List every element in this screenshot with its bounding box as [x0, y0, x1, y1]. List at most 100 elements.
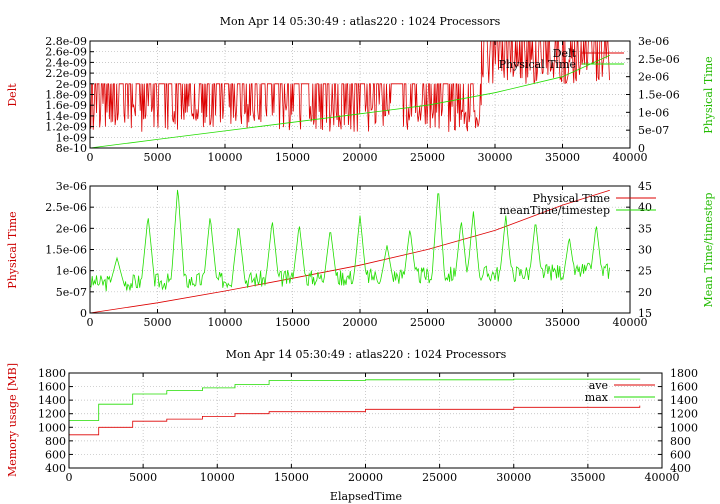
y2-tick-label: 40: [638, 201, 652, 214]
y-tick-label: 1800: [38, 367, 66, 380]
y2-tick-label: 35: [638, 222, 652, 235]
y-tick-label: 5e-07: [56, 286, 87, 299]
chart-1-ylabel: Delt: [6, 83, 19, 107]
series-1: [68, 378, 641, 421]
y2-tick-label: 3e-06: [638, 35, 669, 48]
y-tick-label: 2.5e-06: [45, 201, 87, 214]
series-line-1: [89, 54, 610, 149]
y-tick-label: 2e-09: [56, 78, 87, 91]
x-tick-label: 15000: [274, 471, 309, 484]
x-tick-label: 5000: [144, 151, 172, 164]
y2-tick-label: 2.5e-06: [638, 53, 680, 66]
chart-delt: Mon Apr 14 05:30:49 : atlas220 : 1024 Pr…: [6, 15, 715, 164]
y-tick-label: 1.6e-09: [45, 99, 87, 112]
chart-3-ticks: 0 5000 10000 15000 20000 25000 30000 35000 40000…: [38, 367, 698, 484]
y2-tick-label: 20: [638, 286, 652, 299]
y2-tick-label: 1600: [670, 381, 698, 394]
y-tick-label: 2.8e-09: [45, 35, 87, 48]
y-tick-label: 1.8e-09: [45, 89, 87, 102]
y-tick-label: 1e-06: [56, 265, 87, 278]
y2-tick-label: 1e-06: [638, 106, 669, 119]
y2-tick-label: 15: [638, 307, 652, 320]
series-line-1: [69, 378, 641, 421]
chart-3-ylabel: Memory usage [MB]: [6, 363, 19, 477]
x-tick-label: 35000: [545, 151, 580, 164]
y-tick-label: 2.6e-09: [45, 46, 87, 59]
chart-2-frame: [89, 185, 631, 314]
chart-3-grid: [69, 373, 662, 468]
x-tick-label: 25000: [422, 471, 457, 484]
x-tick-label: 10000: [208, 151, 243, 164]
legend-physical-time-label: Physical Time: [499, 58, 576, 71]
y-tick-label: 3e-06: [56, 180, 87, 193]
x-tick-label: 30000: [496, 471, 531, 484]
chart-2-legend: Physical Time meanTime/timestep: [499, 192, 656, 217]
chart-3-series: [68, 378, 641, 436]
y2-tick-label: 2e-06: [638, 71, 669, 84]
x-tick-label: 25000: [410, 151, 445, 164]
series-line-0: [89, 189, 610, 314]
x-tick-label: 20000: [348, 471, 383, 484]
legend-ave-label: ave: [589, 379, 608, 392]
x-tick-label: 5000: [144, 316, 172, 329]
y2-tick-label: 1000: [670, 421, 698, 434]
y2-tick-label: 45: [638, 180, 652, 193]
x-tick-label: 15000: [275, 316, 310, 329]
y-tick-label: 8e-10: [56, 142, 87, 155]
chart-2-ylabel: Physical Time: [6, 211, 19, 288]
y-tick-label: 1e-09: [56, 131, 87, 144]
y-tick-label: 2.4e-09: [45, 56, 87, 69]
series-line-0: [69, 405, 641, 436]
x-tick-label: 25000: [410, 316, 445, 329]
y-tick-label: 1200: [38, 408, 66, 421]
x-tick-label: 35000: [545, 316, 580, 329]
x-tick-label: 30000: [478, 151, 513, 164]
legend-delt-label: Delt: [553, 47, 577, 60]
y-tick-label: 2.2e-09: [45, 67, 87, 80]
x-tick-label: 5000: [129, 471, 157, 484]
chart-1-y2label: Physical Time: [702, 56, 715, 133]
x-tick-label: 30000: [478, 316, 513, 329]
y2-tick-label: 25: [638, 265, 652, 278]
chart-memory: Mon Apr 14 05:30:49 : atlas220 : 1024 Pr…: [6, 348, 698, 503]
chart-3-frame: [68, 372, 663, 469]
x-tick-label: 0: [66, 471, 73, 484]
x-tick-label: 10000: [200, 471, 235, 484]
chart-2-y2label: Mean Time/timestep: [702, 193, 715, 308]
series-line-1: [89, 189, 610, 292]
x-tick-label: 40000: [613, 316, 648, 329]
y2-tick-label: 0: [638, 142, 645, 155]
x-tick-label: 40000: [613, 151, 648, 164]
y-tick-label: 1600: [38, 381, 66, 394]
chart-1-legend: Delt Physical Time: [499, 47, 624, 71]
legend-max-label: max: [585, 391, 609, 404]
y2-tick-label: 5e-07: [638, 124, 669, 137]
x-tick-label: 0: [87, 151, 94, 164]
y2-tick-label: 1800: [670, 367, 698, 380]
y2-tick-label: 1.5e-06: [638, 89, 680, 102]
y2-tick-label: 1400: [670, 394, 698, 407]
y-tick-label: 800: [45, 435, 66, 448]
chart-1-frame: [89, 40, 631, 149]
y-tick-label: 600: [45, 448, 66, 461]
chart-3-title: Mon Apr 14 05:30:49 : atlas220 : 1024 Pr…: [226, 348, 507, 361]
chart-physical-time: 0 5000 10000 15000 20000 25000 30000 35000 40000…: [6, 180, 715, 329]
y-tick-label: 1.5e-06: [45, 244, 87, 257]
y2-tick-label: 600: [670, 448, 691, 461]
y2-tick-label: 30: [638, 244, 652, 257]
chart-3-legend: ave max: [585, 379, 655, 404]
y-tick-label: 1000: [38, 421, 66, 434]
y-tick-label: 1400: [38, 394, 66, 407]
x-tick-label: 20000: [343, 316, 378, 329]
legend-physical-time-2-label: Physical Time: [533, 192, 610, 205]
y-tick-label: 1.2e-09: [45, 121, 87, 134]
chart-1-title: Mon Apr 14 05:30:49 : atlas220 : 1024 Pr…: [220, 15, 501, 28]
series-1: [89, 185, 610, 292]
chart-1-ticks: 0 5000 10000 15000 20000 25000 30000 35000 40000…: [45, 35, 679, 164]
y2-tick-label: 400: [670, 462, 691, 475]
x-tick-label: 15000: [275, 151, 310, 164]
y-tick-label: 2e-06: [56, 222, 87, 235]
x-tick-label: 35000: [570, 471, 605, 484]
x-tick-label: 20000: [343, 151, 378, 164]
